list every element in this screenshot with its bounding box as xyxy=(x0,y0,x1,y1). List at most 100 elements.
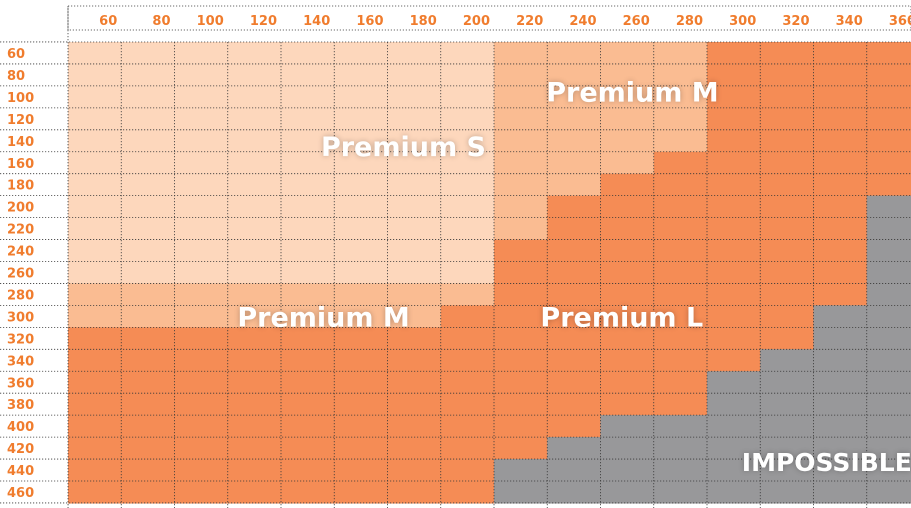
cell-260-320 xyxy=(760,261,815,285)
cell-440-180 xyxy=(387,459,442,482)
cell-460-80 xyxy=(121,481,176,504)
cell-280-340 xyxy=(813,283,868,306)
y-tick-label: 460 xyxy=(7,486,34,501)
cell-440-140 xyxy=(281,459,335,482)
cell-200-160 xyxy=(334,195,389,219)
cell-440-320 xyxy=(760,459,815,482)
cell-460-160 xyxy=(334,481,389,504)
cell-80-60 xyxy=(68,63,122,87)
cell-460-340 xyxy=(813,481,868,504)
cell-220-320 xyxy=(760,217,815,241)
cell-100-160 xyxy=(334,85,389,109)
cell-440-340 xyxy=(813,459,868,482)
y-tick-label: 360 xyxy=(7,376,34,391)
x-tick-label: 220 xyxy=(516,14,543,29)
cell-340-160 xyxy=(334,349,389,372)
cell-240-340 xyxy=(813,239,868,263)
cell-140-160 xyxy=(334,129,389,153)
cell-280-60 xyxy=(68,283,122,306)
cell-260-280 xyxy=(653,261,708,285)
cell-280-160 xyxy=(334,283,389,306)
cell-320-240 xyxy=(547,327,602,350)
cell-380-360 xyxy=(866,393,911,416)
cell-60-240 xyxy=(547,42,602,65)
cell-300-100 xyxy=(174,305,229,328)
cell-320-60 xyxy=(68,327,122,350)
cell-320-200 xyxy=(440,327,495,350)
cell-140-100 xyxy=(174,129,229,153)
cell-240-300 xyxy=(707,239,761,263)
cell-400-280 xyxy=(653,415,708,438)
x-tick-label: 180 xyxy=(410,14,437,29)
x-tick-label: 160 xyxy=(356,14,383,29)
zone-label-premium-m: Premium M xyxy=(237,302,409,333)
cell-100-320 xyxy=(760,85,815,109)
cell-100-280 xyxy=(653,85,708,109)
cell-80-120 xyxy=(227,63,282,87)
cell-400-140 xyxy=(281,415,335,438)
cell-360-300 xyxy=(707,371,761,394)
cell-180-60 xyxy=(68,173,122,197)
cell-80-260 xyxy=(600,63,655,87)
cell-200-320 xyxy=(760,195,815,219)
cell-360-340 xyxy=(813,371,868,394)
grid-lines xyxy=(0,41,911,508)
y-tick-label: 260 xyxy=(7,267,34,282)
cell-120-140 xyxy=(281,107,335,131)
x-tick-label: 140 xyxy=(303,14,330,29)
zone-label-premium-l: Premium L xyxy=(540,302,703,333)
x-tick-label: 100 xyxy=(197,14,224,29)
y-tick-label: 400 xyxy=(7,420,34,435)
cell-160-300 xyxy=(707,151,761,175)
cell-440-280 xyxy=(653,459,708,482)
cell-380-320 xyxy=(760,393,815,416)
cell-260-60 xyxy=(68,261,122,285)
cell-160-280 xyxy=(653,151,708,175)
cell-400-180 xyxy=(387,415,442,438)
cell-240-360 xyxy=(866,239,911,263)
zone-label-premium-m: Premium M xyxy=(546,77,718,108)
cell-320-160 xyxy=(334,327,389,350)
cell-160-160 xyxy=(334,151,389,175)
cell-320-80 xyxy=(121,327,176,350)
cell-100-80 xyxy=(121,85,176,109)
cell-420-200 xyxy=(440,437,495,460)
cell-400-300 xyxy=(707,415,761,438)
cell-300-140 xyxy=(281,305,335,328)
cell-140-60 xyxy=(68,129,122,153)
cell-340-180 xyxy=(387,349,442,372)
zone-label-impossible: IMPOSSIBLE xyxy=(742,448,911,477)
x-axis: 60 80 100 120 140 160 180 200 220 240 260 280 300 320… xyxy=(67,5,911,31)
cell-340-140 xyxy=(281,349,335,372)
cell-240-220 xyxy=(494,239,548,263)
cell-220-140 xyxy=(281,217,335,241)
cell-400-220 xyxy=(494,415,548,438)
cell-320-180 xyxy=(387,327,442,350)
y-tick-label: 160 xyxy=(7,157,34,172)
cell-220-120 xyxy=(227,217,282,241)
y-tick-label: 220 xyxy=(7,223,34,238)
cell-140-240 xyxy=(547,129,602,153)
cell-300-300 xyxy=(707,305,761,328)
cell-280-360 xyxy=(866,283,911,306)
cell-380-340 xyxy=(813,393,868,416)
cell-80-200 xyxy=(440,63,495,87)
cell-300-200 xyxy=(440,305,495,328)
cell-340-120 xyxy=(227,349,282,372)
cell-100-340 xyxy=(813,85,868,109)
cell-160-320 xyxy=(760,151,815,175)
cell-440-60 xyxy=(68,459,122,482)
cell-200-200 xyxy=(440,195,495,219)
cell-460-300 xyxy=(707,481,761,504)
cell-160-60 xyxy=(68,151,122,175)
cell-440-360 xyxy=(866,459,911,482)
cell-420-260 xyxy=(600,437,655,460)
x-tick-label: 340 xyxy=(836,14,863,29)
cell-180-100 xyxy=(174,173,229,197)
cell-440-120 xyxy=(227,459,282,482)
cell-220-340 xyxy=(813,217,868,241)
cell-380-180 xyxy=(387,393,442,416)
cell-220-280 xyxy=(653,217,708,241)
cell-220-260 xyxy=(600,217,655,241)
cell-180-120 xyxy=(227,173,282,197)
